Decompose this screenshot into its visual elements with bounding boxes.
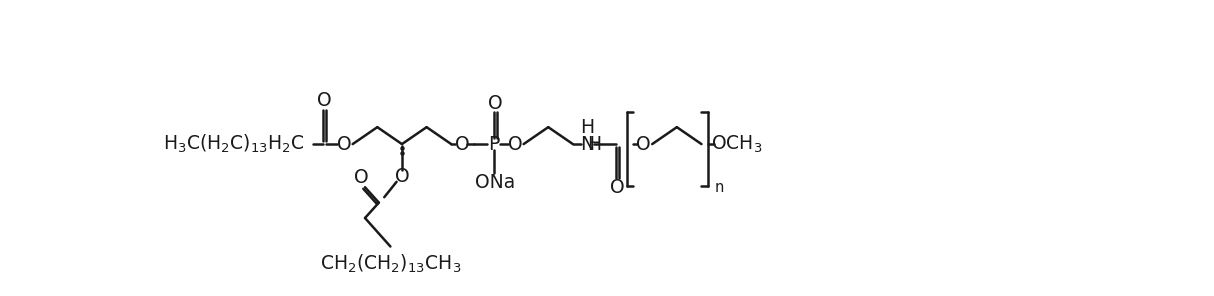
Text: O: O xyxy=(317,91,331,110)
Text: OCH$_3$: OCH$_3$ xyxy=(711,133,762,155)
Text: N: N xyxy=(580,135,595,154)
Text: O: O xyxy=(611,178,625,197)
Text: P: P xyxy=(488,135,499,154)
Text: O: O xyxy=(488,94,503,113)
Text: H: H xyxy=(580,118,595,137)
Text: ONa: ONa xyxy=(475,173,515,192)
Text: n: n xyxy=(715,180,724,195)
Text: O: O xyxy=(455,135,470,154)
Text: O: O xyxy=(395,167,409,186)
Text: CH$_2$(CH$_2$)$_{13}$CH$_3$: CH$_2$(CH$_2$)$_{13}$CH$_3$ xyxy=(319,252,461,275)
Text: O: O xyxy=(636,135,651,154)
Text: H$_3$C(H$_2$C)$_{13}$H$_2$C: H$_3$C(H$_2$C)$_{13}$H$_2$C xyxy=(163,133,305,155)
Text: O: O xyxy=(337,135,352,154)
Text: O: O xyxy=(353,168,369,187)
Text: O: O xyxy=(507,135,522,154)
Text: H: H xyxy=(588,135,601,154)
